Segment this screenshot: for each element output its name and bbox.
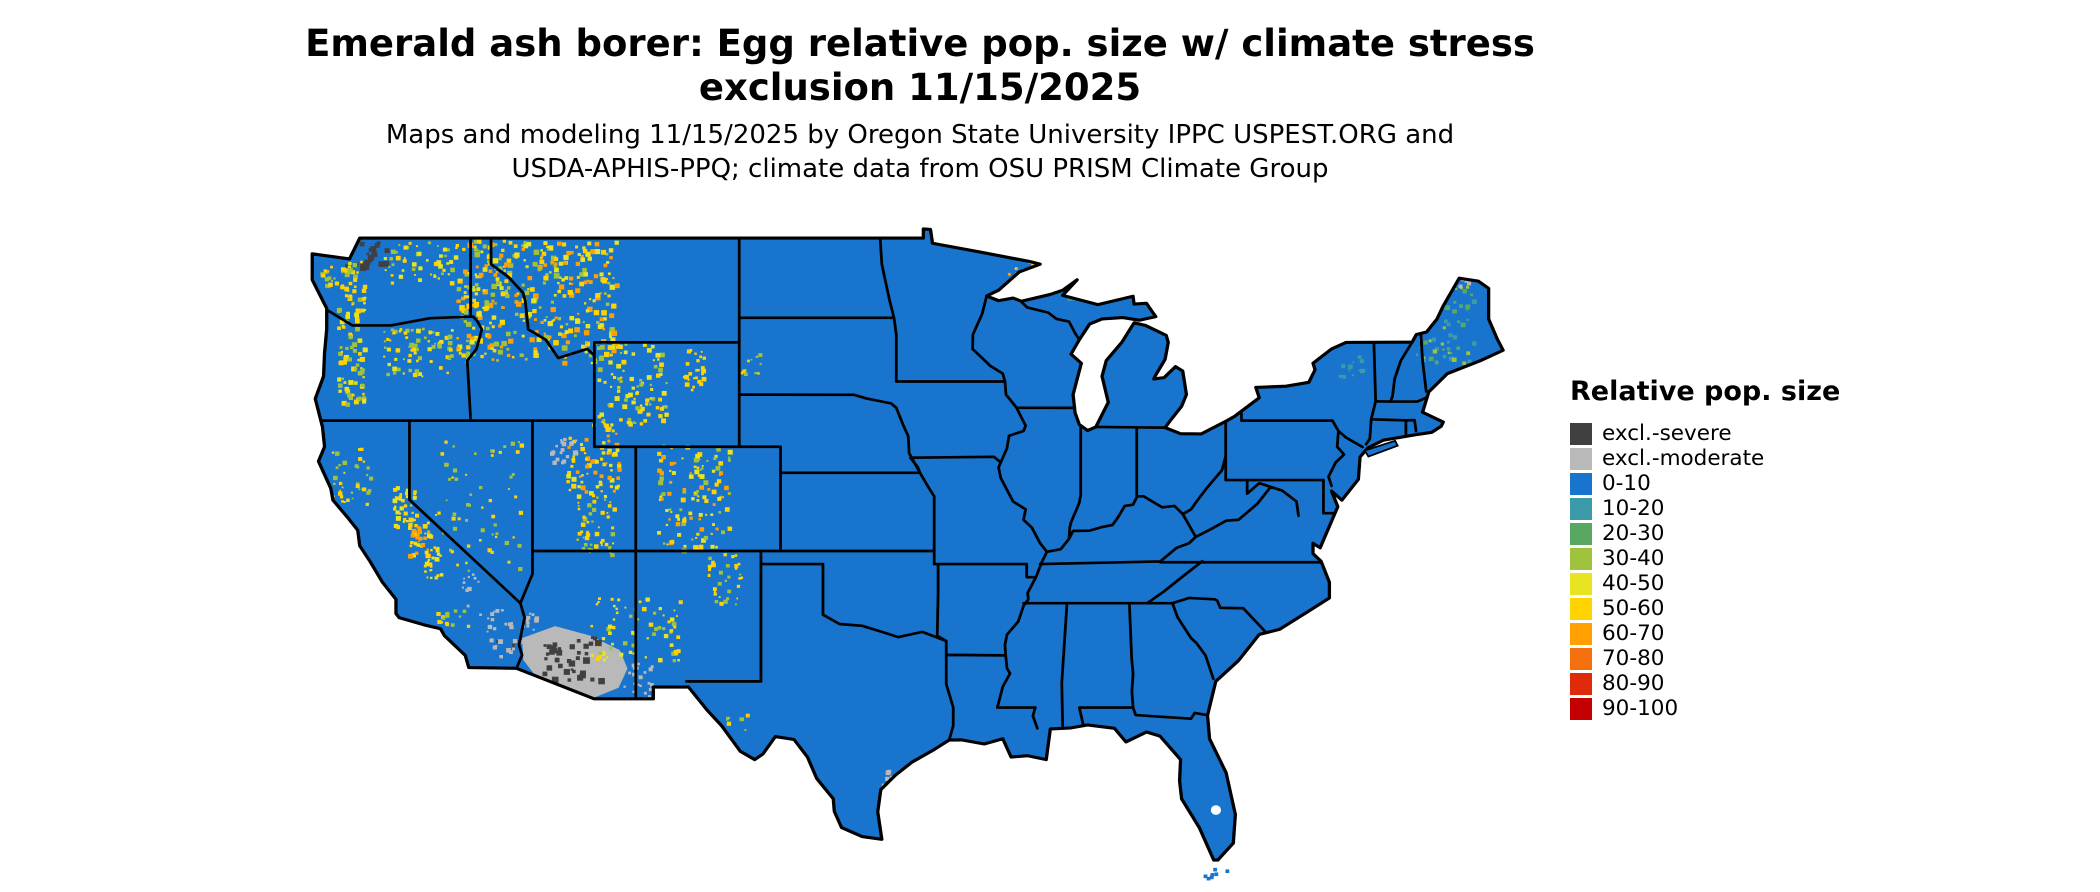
legend-item: 0-10: [1570, 471, 1900, 496]
lake-okeechobee: [1210, 805, 1221, 815]
legend-swatch: [1570, 547, 1592, 570]
legend-item-label: 10-20: [1602, 496, 1665, 521]
figure-title-line2: exclusion 11/15/2025: [698, 66, 1142, 109]
figure-title: Emerald ash borer: Egg relative pop. siz…: [0, 22, 1840, 110]
legend-item: excl.-moderate: [1570, 446, 1900, 471]
legend-item-label: 0-10: [1602, 471, 1651, 496]
legend-item-label: 60-70: [1602, 621, 1665, 646]
legend-swatch: [1570, 472, 1592, 495]
legend-item-label: 50-60: [1602, 596, 1665, 621]
legend-swatch: [1570, 522, 1592, 545]
legend: Relative pop. size excl.-severe excl.-mod…: [1570, 376, 1900, 721]
long-island: [1363, 439, 1399, 458]
legend-item: 20-30: [1570, 521, 1900, 546]
legend-item: 90-100: [1570, 696, 1900, 721]
figure-title-line1: Emerald ash borer: Egg relative pop. siz…: [305, 22, 1535, 65]
legend-item-label: 40-50: [1602, 571, 1665, 596]
legend-swatch: [1570, 597, 1592, 620]
legend-item: 80-90: [1570, 671, 1900, 696]
us-map-svg: [310, 227, 1505, 881]
legend-item-label: excl.-moderate: [1602, 446, 1765, 471]
figure-subtitle-line1: Maps and modeling 11/15/2025 by Oregon S…: [385, 120, 1455, 150]
state-borders: [318, 236, 1428, 742]
legend-swatch: [1570, 422, 1592, 445]
legend-item: excl.-severe: [1570, 421, 1900, 446]
florida-keys-dots: [1203, 867, 1230, 881]
legend-item: 60-70: [1570, 621, 1900, 646]
legend-item-label: 90-100: [1602, 696, 1679, 721]
legend-title: Relative pop. size: [1570, 376, 1841, 407]
legend-item-label: 30-40: [1602, 546, 1665, 571]
legend-item-label: excl.-severe: [1602, 421, 1732, 446]
legend-item-label: 70-80: [1602, 646, 1665, 671]
legend-item: 30-40: [1570, 546, 1900, 571]
legend-item: 70-80: [1570, 646, 1900, 671]
legend-swatch: [1570, 697, 1592, 720]
legend-swatch: [1570, 497, 1592, 520]
legend-item-label: 20-30: [1602, 521, 1665, 546]
legend-swatch: [1570, 672, 1592, 695]
figure-subtitle: Maps and modeling 11/15/2025 by Oregon S…: [0, 118, 1840, 186]
legend-item: 40-50: [1570, 571, 1900, 596]
legend-rows: excl.-severe excl.-moderate 0-10 10-20 20-30…: [1570, 421, 1900, 721]
legend-item-label: 80-90: [1602, 671, 1665, 696]
legend-swatch: [1570, 447, 1592, 470]
us-map: [306, 212, 1526, 890]
legend-swatch: [1570, 647, 1592, 670]
legend-item: 10-20: [1570, 496, 1900, 521]
legend-swatch: [1570, 622, 1592, 645]
legend-item: 50-60: [1570, 596, 1900, 621]
figure-subtitle-line2: USDA-APHIS-PPQ; climate data from OSU PR…: [511, 154, 1329, 184]
legend-swatch: [1570, 572, 1592, 595]
